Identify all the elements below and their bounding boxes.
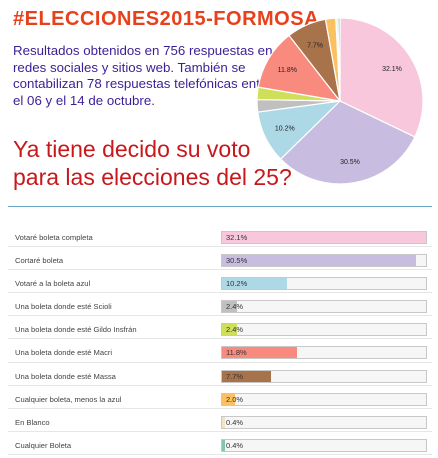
bar-track: 2.4% <box>221 323 427 337</box>
pie-slice-label: 30.5% <box>340 159 360 166</box>
bar-value-label: 0.4% <box>226 440 244 450</box>
bar-row: Una boleta donde esté Gildo Insfrán 2.4% <box>0 318 438 341</box>
pie-slice <box>257 34 342 102</box>
question-heading: Ya tiene decido su voto para las eleccio… <box>13 136 292 190</box>
bar-track: 32.1% <box>221 231 427 244</box>
bar <box>222 416 225 428</box>
pie-slice-label: 10.2% <box>275 125 295 132</box>
bar-row: Cualquier Boleta 0.4% <box>0 434 438 457</box>
pie-slice-label: 32.1% <box>382 66 402 73</box>
bar-row: En Blanco 0.4% <box>0 411 438 434</box>
bar-track: 2.0% <box>221 392 427 406</box>
row-separator <box>8 384 432 386</box>
bar-value-label: 10.2% <box>226 279 248 289</box>
row-separator <box>8 269 432 271</box>
bar-label: Una boleta donde esté Macri <box>15 348 113 358</box>
bar-row: Una boleta donde esté Massa 7.7% <box>0 365 438 388</box>
bar-label: Cortaré boleta <box>15 256 64 266</box>
intro-text: Resultados obtenidos en 756 respuestas e… <box>13 43 273 108</box>
bar-row: Una boleta donde esté Macri 11.8% <box>0 341 438 364</box>
bar-label: Cualquier Boleta <box>15 440 72 450</box>
bar-row: Votaré boleta completa 32.1% <box>0 226 438 249</box>
bar-value-label: 2.0% <box>226 394 244 404</box>
bar <box>222 232 426 243</box>
bar-value-label: 2.4% <box>226 325 244 335</box>
bar-track: 0.4% <box>221 438 427 452</box>
bar-label: Una boleta donde esté Gildo Insfrán <box>15 325 137 335</box>
bar-row: Votaré a la boleta azul 10.2% <box>0 272 438 295</box>
bar-label: Una boleta donde esté Scioli <box>15 302 112 312</box>
bar-label: Una boleta donde esté Massa <box>15 371 116 381</box>
bar-chart: Votaré boleta completa 32.1% Cortaré bolet… <box>0 226 438 457</box>
bar <box>222 439 225 451</box>
bar-value-label: 7.7% <box>226 371 244 381</box>
bar-track: 11.8% <box>221 346 427 360</box>
section-divider <box>8 206 432 207</box>
pie-slice-label: 7.7% <box>307 42 323 49</box>
row-separator <box>8 453 432 455</box>
bar <box>222 255 416 267</box>
pie-slice <box>337 17 341 102</box>
bar <box>222 324 238 336</box>
bar-row: Cualquier boleta, menos la azul 2.0% <box>0 388 438 411</box>
pie-chart: 32.1% 30.5% 10.2% 11.8% 7.7% <box>256 17 424 185</box>
bar-value-label: 11.8% <box>226 348 247 358</box>
bar-track: 2.4% <box>221 300 427 314</box>
bar <box>222 301 238 313</box>
pie-slice-label: 11.8% <box>278 67 297 74</box>
row-separator <box>8 361 432 363</box>
pie-slice <box>279 100 416 185</box>
pie-slice <box>339 17 424 138</box>
row-separator <box>8 292 432 294</box>
bar-track: 7.7% <box>221 369 427 383</box>
bar-track: 30.5% <box>221 254 427 268</box>
bar-track: 0.4% <box>221 415 427 429</box>
bar <box>222 393 235 405</box>
row-separator <box>8 246 432 248</box>
row-separator <box>8 430 432 432</box>
bar-value-label: 32.1% <box>226 233 248 242</box>
row-separator <box>8 338 432 340</box>
row-separator <box>8 407 432 409</box>
bar-row: Una boleta donde esté Scioli 2.4% <box>0 295 438 318</box>
hashtag-title: #ELECCIONES2015-FORMOSA <box>13 8 320 30</box>
row-separator <box>8 315 432 317</box>
bar <box>222 347 297 359</box>
bar-label: En Blanco <box>15 417 50 427</box>
bar-row: Cortaré boleta 30.5% <box>0 249 438 272</box>
bar-value-label: 2.4% <box>226 302 244 312</box>
bar-value-label: 0.4% <box>226 417 244 427</box>
bar <box>222 370 271 382</box>
bar-label: Votaré a la boleta azul <box>15 279 91 289</box>
bar <box>222 278 287 290</box>
bar-label: Cualquier boleta, menos la azul <box>15 394 122 404</box>
bar-label: Votaré boleta completa <box>15 233 93 242</box>
bar-value-label: 30.5% <box>226 256 248 266</box>
bar-track: 10.2% <box>221 277 427 291</box>
